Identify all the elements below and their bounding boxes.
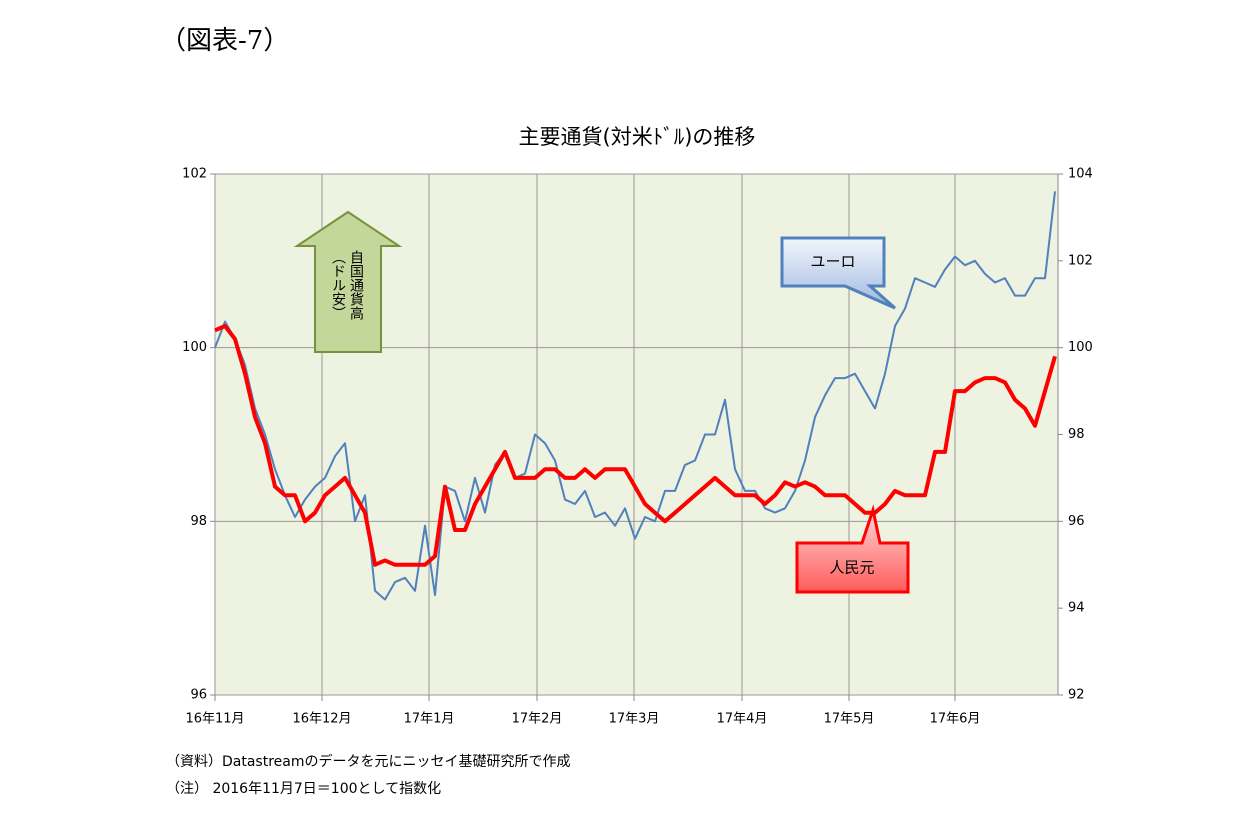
note: （資料）Datastreamのデータを元にニッセイ基礎研究所で作成 [166,753,571,770]
legend-label: ユーロ [810,253,855,271]
x-tick-label: 17年4月 [717,712,768,727]
x-tick-label: 17年3月 [609,712,660,727]
y2-tick-label: 100 [1068,340,1093,355]
x-tick-label: 17年5月 [824,712,875,727]
x-tick-label: 16年12月 [292,712,351,727]
legend-label: 人民元 [829,559,874,577]
y2-tick-label: 98 [1068,427,1085,442]
header: （図表-7） [160,26,289,56]
callout [795,504,910,594]
annotation: 自国通貨高 [348,250,364,320]
y-tick-label: 96 [190,688,207,703]
series-line [214,324,1057,567]
y2-tick-label: 102 [1068,253,1093,268]
y2-tick-label: 104 [1068,167,1093,182]
y-tick-label: 100 [182,340,207,355]
annotation: （ドル安） [330,250,346,320]
x-tick-label: 16年11月 [185,712,244,727]
y-tick-label: 98 [190,514,207,529]
y2-tick-label: 92 [1068,688,1085,703]
y2-tick-label: 96 [1068,514,1085,529]
series-line [214,191,1056,601]
y2-tick-label: 94 [1068,601,1085,616]
note: （注） 2016年11月7日＝100として指数化 [166,781,441,797]
chart-title: 主要通貨(対米ﾄﾞﾙ)の推移 [519,125,756,149]
callout [780,236,896,310]
arrow [293,210,403,353]
x-tick-label: 17年2月 [512,712,563,727]
x-tick-label: 17年6月 [930,712,981,727]
y-tick-label: 102 [182,167,207,182]
x-tick-label: 17年1月 [404,712,455,727]
